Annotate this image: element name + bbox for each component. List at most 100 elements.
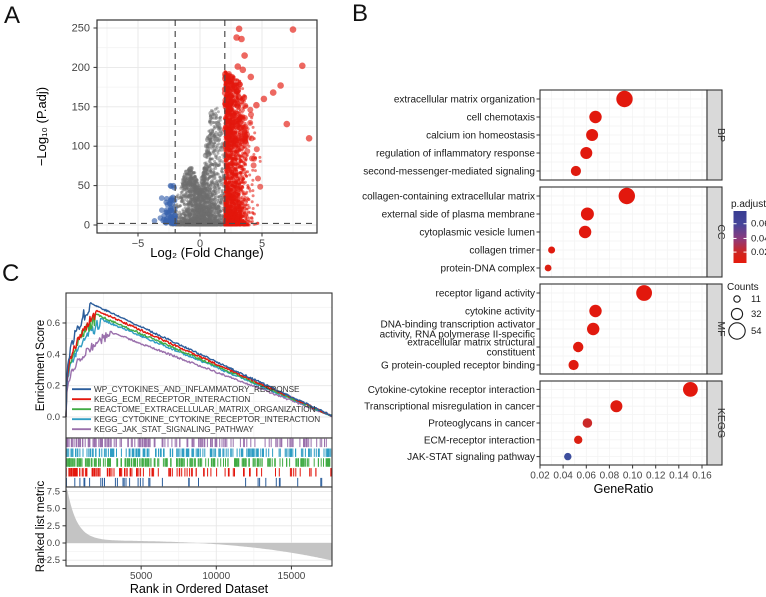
- facet-label: CC: [715, 224, 727, 240]
- padjust-tick: 0.04: [751, 233, 766, 244]
- gsea-plot: WP_CYTOKINES_AND_INFLAMMATORY_RESPONSEKE…: [35, 292, 333, 596]
- facet-strip: [706, 186, 723, 278]
- ranked-x-tick: 5000: [130, 571, 153, 582]
- facet-cc: collagen-containing extracellular matrix…: [362, 186, 727, 278]
- dotplot-term-label: Cytokine-cytokine receptor interaction: [368, 385, 535, 396]
- ranked-y-tick: 5.0: [47, 504, 60, 515]
- volcano-x-tick: 0: [197, 238, 203, 250]
- counts-tick: 11: [751, 294, 761, 305]
- dotplot-term-label: DNA-binding transcription activator activ…: [380, 320, 536, 341]
- dotplot-x-title: GeneRatio: [594, 482, 654, 496]
- dotplot-term-label: JAK-STAT signaling pathway: [407, 452, 535, 463]
- dotplot-term-label: collagen-containing extracellular matrix: [362, 192, 535, 203]
- dotplot-dot: [589, 304, 602, 318]
- ranked-y-tick: −2.5: [41, 555, 60, 566]
- panel-a-label: A: [4, 2, 21, 29]
- dotplot-x-tick: 0.14: [669, 471, 689, 482]
- dotplot-term-label: cytoplasmic vesicle lumen: [419, 228, 535, 239]
- counts-legend-circle: [728, 322, 746, 340]
- gsea-legend-label: KEGG_ECM_RECEPTOR_INTERACTION: [94, 395, 250, 404]
- gsea-curve-0: [65, 302, 333, 418]
- dotplot-dot: [616, 90, 633, 108]
- volcano-threshold-lines: [97, 20, 317, 233]
- gsea-legend: WP_CYTOKINES_AND_INFLAMMATORY_RESPONSEKE…: [72, 385, 320, 434]
- gsea-legend-label: REACTOME_EXTRACELLULAR_MATRIX_ORGANIZATI…: [94, 405, 316, 414]
- dotplot-dot: [580, 207, 594, 221]
- dotplot-x-tick: 0.12: [646, 471, 666, 482]
- facet-strip: [706, 283, 723, 375]
- es-panel: WP_CYTOKINES_AND_INFLAMMATORY_RESPONSEKE…: [47, 292, 333, 439]
- facet-strip: [706, 89, 723, 181]
- volcano-y-tick: 200: [72, 62, 90, 74]
- dotplot-term-label: protein-DNA complex: [441, 264, 535, 275]
- dotplot-dot: [544, 264, 552, 272]
- enrichment-dotplot: extracellular matrix organization cell ch…: [362, 89, 766, 496]
- volcano-y-tick: 50: [78, 180, 90, 192]
- padjust-tick: 0.02: [751, 247, 766, 258]
- volcano-panel-border: [96, 19, 318, 234]
- dotplot-dot: [582, 418, 593, 428]
- panel-c-label: C: [2, 260, 20, 287]
- dotplot-dot: [589, 110, 602, 124]
- counts-tick: 32: [751, 309, 762, 320]
- gsea-curve-4: [65, 330, 333, 418]
- rug-row-1: [65, 468, 332, 477]
- counts-legend-circle: [730, 307, 744, 321]
- dotplot-dot: [618, 187, 635, 205]
- gsea-legend-label: KEGG_CYTOKINE_CYTOKINE_RECEPTOR_INTERACT…: [94, 415, 320, 424]
- es-y-tick: 0.6: [47, 318, 60, 329]
- dotplot-x-tick: 0.06: [577, 471, 597, 482]
- gsea-curve-2: [65, 313, 333, 418]
- ranked-y-tick: 2.5: [47, 521, 60, 532]
- facet-grid: [539, 187, 715, 277]
- volcano-y-tick: 100: [72, 141, 90, 153]
- ranked-x-title: Rank in Ordered Dataset: [130, 582, 269, 596]
- dotplot-dot: [636, 285, 652, 301]
- facet-kegg: Cytokine-cytokine receptor interaction Tr…: [364, 380, 727, 466]
- volcano-axes: 0 50 100 150 200 250 −5 0 5: [72, 23, 265, 251]
- dotplot-dot: [548, 246, 556, 254]
- ranked-y-tick: 0.0: [47, 538, 60, 549]
- ranked-y-tick: 7.5: [47, 486, 60, 497]
- ranked-y-title: Ranked list metric: [35, 481, 47, 573]
- volcano-x-tick: −5: [132, 238, 145, 250]
- dotplot-dot: [587, 322, 600, 336]
- dotplot-dot: [586, 129, 599, 141]
- dotplot-dot: [580, 147, 593, 159]
- counts-legend-title: Counts: [727, 282, 759, 293]
- dotplot-term-label: ECM-receptor interaction: [424, 435, 535, 446]
- dotplot-dot: [570, 165, 581, 177]
- dotplot-x-tick: 0.02: [530, 471, 550, 482]
- ranked-x-tick: 15000: [278, 571, 306, 582]
- volcano-x-title: Log₂ (Fold Change): [150, 245, 263, 260]
- padjust-gradient-bar: [733, 211, 747, 263]
- dotplot-term-label: G protein-coupled receptor binding: [381, 361, 535, 372]
- counts-legend-circle: [733, 295, 741, 303]
- dotplot-dot: [568, 359, 579, 371]
- dotplot-dot: [573, 341, 584, 353]
- es-y-tick: 0.2: [47, 381, 60, 392]
- dotplot-term-label: calcium ion homeostasis: [426, 131, 535, 142]
- dotplot-term-label: receptor ligand activity: [436, 289, 536, 300]
- dotplot-term-label: extracellular matrix organization: [394, 95, 535, 106]
- panel-b-label: B: [352, 0, 369, 27]
- volcano-points-nonsig: [168, 106, 227, 227]
- dotplot-term-label: external side of plasma membrane: [382, 210, 536, 221]
- ranked-x-tick: 10000: [202, 571, 230, 582]
- rug-row-2: [65, 458, 331, 467]
- dotplot-term-label: collagen trimer: [469, 246, 535, 257]
- dotplot-term-label: second-messenger-mediated signaling: [363, 167, 535, 178]
- rug-panel: [65, 437, 333, 488]
- dotplot-x-tick: 0.10: [623, 471, 643, 482]
- dotplot-term-label: extracellular matrix structural constitue…: [407, 338, 535, 359]
- facet-label: BP: [715, 128, 727, 142]
- dotplot-dot: [683, 382, 698, 397]
- dotplot-x-tick: 0.16: [692, 471, 712, 482]
- ranked-metric-area: [66, 488, 332, 561]
- dotplot-term-label: cell chemotaxis: [467, 113, 535, 124]
- facet-mf: receptor ligand activity cytokine activit…: [380, 283, 727, 375]
- dotplot-x-axis: 0.02 0.04 0.06 0.08 0.10 0.12 0.14 0.16: [530, 465, 712, 482]
- facet-bp: extracellular matrix organization cell ch…: [363, 89, 727, 181]
